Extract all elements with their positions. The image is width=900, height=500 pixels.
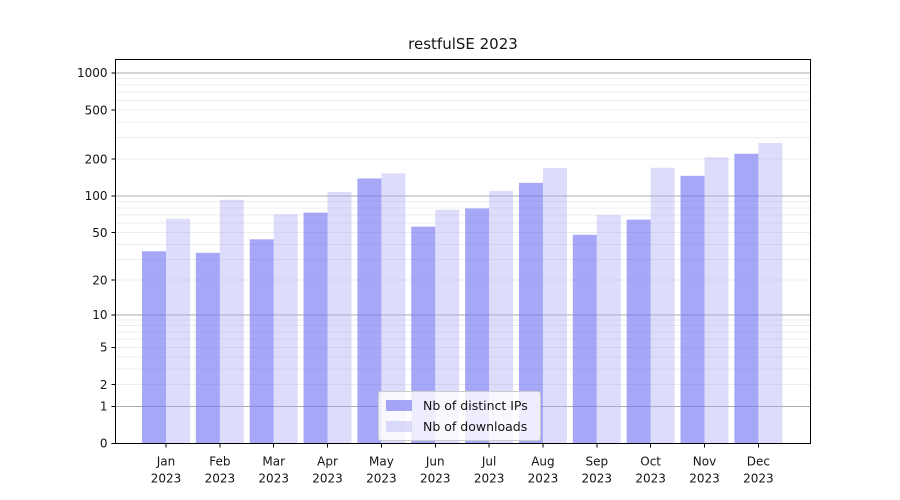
bar-feb-distinct-ips [195, 252, 220, 444]
bar-dec-distinct-ips [734, 153, 759, 444]
bar-aug-downloads [542, 168, 567, 444]
y-tick-label: 1000 [77, 66, 108, 80]
y-tick-label: 2 [100, 378, 108, 392]
x-tick-label: Sep 2023 [582, 455, 613, 486]
x-tick-label: Oct 2023 [635, 455, 666, 486]
y-tick-label: 10 [92, 308, 107, 322]
chart-title: restfulSE 2023 [408, 35, 518, 53]
y-tick-label: 20 [92, 273, 107, 287]
bar-jan-downloads [166, 218, 190, 444]
x-tick-label: Jun 2023 [420, 455, 451, 486]
bar-feb-downloads [219, 199, 244, 444]
legend-swatch-downloads [386, 421, 412, 432]
bar-mar-downloads [273, 214, 298, 444]
x-tick-label: Mar 2023 [258, 455, 289, 486]
bar-may-distinct-ips [357, 178, 382, 444]
x-tick-label: Apr 2023 [312, 455, 343, 486]
legend-swatch-distinct-ips [386, 400, 412, 411]
bar-apr-distinct-ips [303, 212, 328, 444]
bar-jan-distinct-ips [142, 251, 166, 444]
bar-oct-distinct-ips [626, 219, 651, 444]
x-tick-label: Aug 2023 [528, 455, 559, 486]
bar-jul-downloads [489, 190, 514, 444]
y-tick-label: 0 [100, 437, 108, 451]
x-tick-label: Jul 2023 [474, 455, 505, 486]
bar-nov-distinct-ips [680, 175, 705, 444]
bar-oct-downloads [650, 167, 675, 444]
bar-sep-distinct-ips [572, 234, 597, 444]
x-tick-label: Nov 2023 [689, 455, 720, 486]
legend: Nb of distinct IPs Nb of downloads [378, 391, 541, 441]
bar-nov-downloads [704, 157, 729, 444]
bar-sep-downloads [596, 214, 621, 444]
legend-item-downloads: Nb of downloads [386, 419, 528, 434]
bar-mar-distinct-ips [249, 239, 274, 444]
y-tick-label: 500 [85, 103, 108, 117]
bar-dec-downloads [758, 143, 783, 444]
x-tick-label: Dec 2023 [743, 455, 774, 486]
legend-label-downloads: Nb of downloads [423, 419, 528, 434]
plot-frame [115, 59, 811, 444]
x-tick-label: May 2023 [366, 455, 397, 486]
y-tick-label: 5 [100, 341, 108, 355]
y-tick-label: 100 [85, 189, 108, 203]
x-tick-label: Jan 2023 [151, 455, 182, 486]
x-tick-label: Feb 2023 [205, 455, 236, 486]
legend-label-distinct-ips: Nb of distinct IPs [423, 398, 528, 413]
y-tick-label: 200 [85, 152, 108, 166]
y-tick-label: 50 [92, 226, 107, 240]
legend-item-distinct-ips: Nb of distinct IPs [386, 398, 528, 413]
bar-apr-downloads [327, 191, 352, 444]
y-tick-label: 1 [100, 400, 108, 414]
